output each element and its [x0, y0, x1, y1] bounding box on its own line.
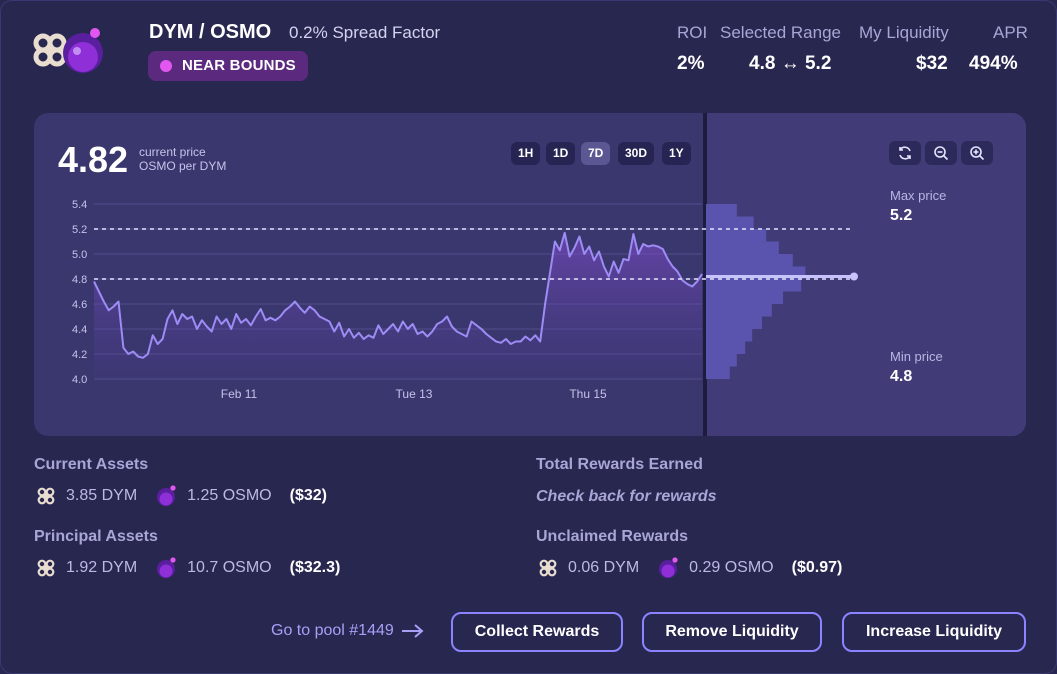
stat-range-label: Selected Range — [720, 23, 841, 42]
status-badge: NEAR BOUNDS — [148, 51, 308, 81]
liquidity-bar — [706, 366, 730, 379]
total-rewards-note: Check back for rewards — [536, 488, 717, 505]
current-price-handle — [850, 272, 858, 281]
total-rewards-title: Total Rewards Earned — [536, 456, 703, 473]
stat-roi-value: 2% — [677, 53, 705, 74]
status-badge-label: NEAR BOUNDS — [182, 57, 296, 74]
y-tick-label: 5.0 — [72, 249, 87, 261]
osmo-coin-icon — [659, 557, 678, 578]
principal-osmo-amount: 10.7 OSMO — [187, 559, 272, 576]
increase-liquidity-button[interactable]: Increase Liquidity — [842, 612, 1026, 652]
zoom-out-icon — [934, 146, 949, 161]
liquidity-bar — [706, 216, 754, 229]
y-tick-label: 4.8 — [72, 274, 87, 286]
timeframe-1h-button[interactable]: 1H — [511, 142, 541, 165]
y-tick-label: 4.0 — [72, 374, 87, 386]
unclaimed-rewards-row: 0.06 DYM 0.29 OSMO ($0.97) — [536, 556, 842, 580]
liquidity-bar — [706, 341, 746, 354]
refresh-button[interactable] — [889, 141, 921, 165]
price-unit-label: OSMO per DYM — [139, 159, 227, 173]
current-assets-row: 3.85 DYM 1.25 OSMO ($32) — [34, 484, 327, 508]
liquidity-bar — [706, 204, 737, 217]
stat-liquidity-value: $32 — [916, 53, 948, 74]
min-price-value: 4.8 — [890, 368, 913, 385]
refresh-icon — [899, 146, 911, 160]
collect-rewards-button[interactable]: Collect Rewards — [451, 612, 623, 652]
osmo-coin-icon — [157, 557, 176, 578]
current-price-value: 4.82 — [58, 139, 129, 180]
osmo-coin-icon — [157, 485, 176, 506]
unclaimed-dym-amount: 0.06 DYM — [568, 559, 640, 576]
zoom-in-button[interactable] — [961, 141, 993, 165]
arrow-right-icon — [401, 624, 424, 638]
unclaimed-rewards-title: Unclaimed Rewards — [536, 528, 689, 545]
go-to-pool-label: Go to pool #1449 — [271, 622, 394, 639]
price-chart-panel: 4.82 current price OSMO per DYM 1H 1D 7D… — [34, 113, 1026, 436]
current-price-label: current price — [139, 145, 206, 159]
liquidity-bar — [706, 354, 737, 367]
current-usd-value: ($32) — [289, 487, 327, 504]
dym-coin-icon — [37, 487, 55, 505]
liquidity-bar — [706, 241, 779, 254]
zoom-in-icon — [970, 146, 985, 161]
y-tick-label: 5.2 — [72, 224, 87, 236]
price-line — [93, 231, 703, 359]
y-tick-label: 4.2 — [72, 349, 87, 361]
dym-coin-icon — [37, 559, 55, 577]
max-price-label: Max price — [890, 188, 947, 203]
status-dot-icon — [160, 60, 172, 72]
current-assets-title: Current Assets — [34, 456, 149, 473]
liquidity-bar — [706, 291, 783, 304]
current-osmo-amount: 1.25 OSMO — [187, 487, 272, 504]
liquidity-bar — [706, 329, 753, 342]
dym-osmo-pair-icon — [33, 28, 103, 73]
max-price-value: 5.2 — [890, 207, 913, 224]
x-tick-label: Feb 11 — [221, 387, 258, 401]
min-price-label: Min price — [890, 349, 943, 364]
stat-apr-label: APR — [993, 23, 1028, 42]
principal-assets-row: 1.92 DYM 10.7 OSMO ($32.3) — [34, 556, 340, 580]
x-tick-label: Tue 13 — [396, 387, 433, 401]
stat-range-value: 4.8 ↔ 5.2 — [749, 53, 832, 74]
chart-divider — [703, 113, 707, 436]
unclaimed-usd-value: ($0.97) — [791, 559, 843, 576]
go-to-pool-link[interactable]: Go to pool #1449 — [271, 622, 426, 640]
unclaimed-osmo-amount: 0.29 OSMO — [689, 559, 774, 576]
timeframe-30d-button[interactable]: 30D — [618, 142, 655, 165]
x-tick-label: Thu 15 — [569, 387, 607, 401]
principal-assets-title: Principal Assets — [34, 528, 158, 545]
liquidity-bar — [706, 229, 767, 242]
liquidity-bar — [706, 254, 793, 267]
principal-usd-value: ($32.3) — [289, 559, 341, 576]
price-area — [94, 232, 702, 379]
timeframe-7d-button[interactable]: 7D — [581, 142, 611, 165]
stat-liquidity-label: My Liquidity — [859, 23, 949, 42]
principal-dym-amount: 1.92 DYM — [66, 559, 138, 576]
liquidity-bar — [706, 279, 802, 292]
pair-title: DYM / OSMO — [149, 21, 272, 43]
dym-coin-icon — [539, 559, 557, 577]
spread-factor: 0.2% Spread Factor — [289, 23, 441, 42]
zoom-out-button[interactable] — [925, 141, 957, 165]
timeframe-1y-button[interactable]: 1Y — [662, 142, 691, 165]
y-tick-label: 4.4 — [72, 324, 87, 336]
y-tick-label: 4.6 — [72, 299, 87, 311]
remove-liquidity-button[interactable]: Remove Liquidity — [642, 612, 822, 652]
stat-roi-label: ROI — [677, 23, 708, 42]
liquidity-bar — [706, 304, 772, 317]
stat-apr-value: 494% — [969, 53, 1018, 74]
liquidity-bar — [706, 316, 762, 329]
price-line-chart[interactable]: 5.4 5.2 5.0 4.8 4.6 4.4 4.2 4.0 Feb 11 Tue 13 Thu … — [34, 113, 1026, 436]
timeframe-1d-button[interactable]: 1D — [546, 142, 576, 165]
current-dym-amount: 3.85 DYM — [66, 487, 138, 504]
y-tick-label: 5.4 — [72, 199, 87, 211]
